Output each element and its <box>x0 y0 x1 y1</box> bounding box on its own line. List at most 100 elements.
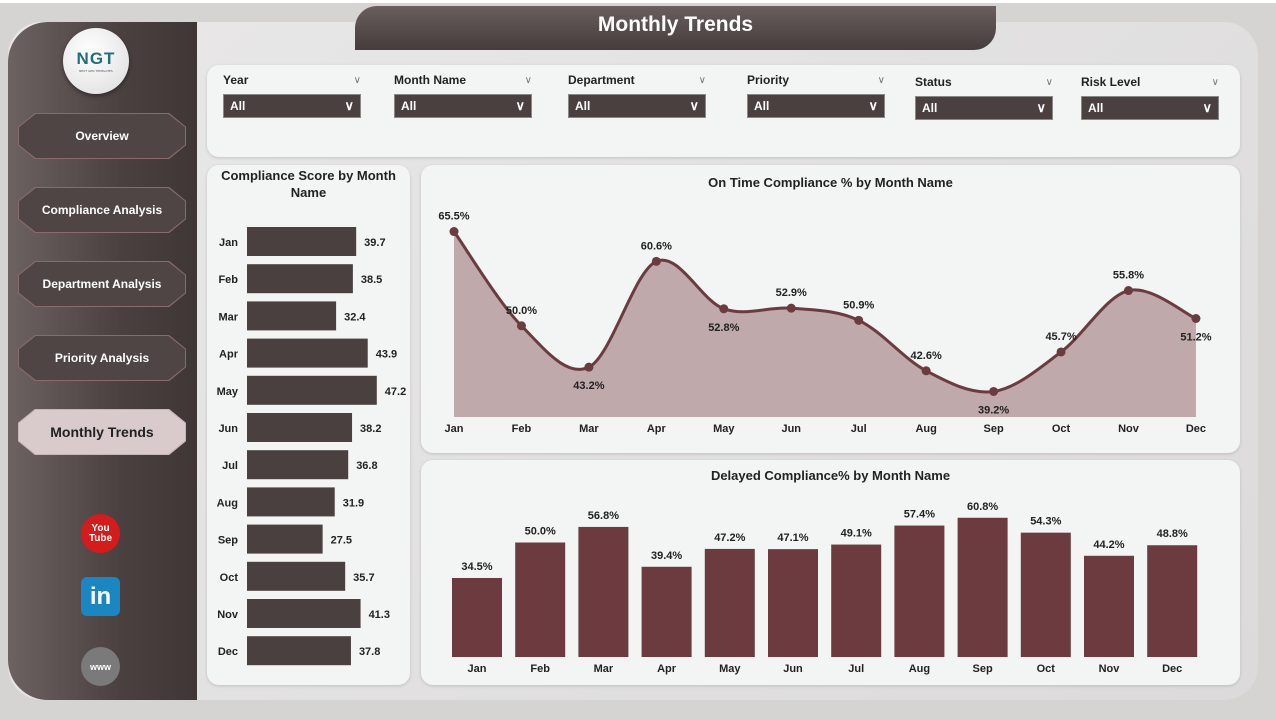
icon-text: You Tube <box>88 522 113 544</box>
data-label: 38.2 <box>360 423 381 435</box>
filter-label: Risk Level <box>1081 75 1141 89</box>
filter-department: Department ∨ All ∨ <box>568 71 706 118</box>
bar <box>247 227 357 256</box>
x-tick-label: Feb <box>512 423 532 435</box>
chevron-down-icon: ∨ <box>1036 100 1046 115</box>
category-label: Dec <box>218 646 238 658</box>
x-tick-label: Nov <box>1118 423 1140 435</box>
data-label: 41.3 <box>369 609 390 621</box>
chevron-down-icon[interactable]: ∨ <box>524 74 532 86</box>
filter-dropdown[interactable]: All ∨ <box>568 94 706 118</box>
bar <box>247 599 361 628</box>
chevron-down-icon[interactable]: ∨ <box>698 74 706 86</box>
data-point <box>786 303 796 313</box>
bar <box>247 450 349 480</box>
filter-dropdown[interactable]: All ∨ <box>223 94 361 118</box>
bar <box>768 549 818 657</box>
data-label: 47.2 <box>385 386 406 398</box>
x-tick-label: Nov <box>1099 663 1121 675</box>
data-point <box>1124 286 1133 296</box>
chevron-down-icon[interactable]: ∨ <box>353 74 361 86</box>
bar <box>515 542 566 657</box>
data-label: 57.4% <box>904 509 935 521</box>
data-label: 27.5 <box>331 535 352 547</box>
nav-label: Priority Analysis <box>19 336 185 380</box>
category-label: Jul <box>222 460 238 472</box>
bar <box>247 301 337 331</box>
category-label: Apr <box>219 349 239 361</box>
x-tick-label: May <box>719 663 741 675</box>
icon-text: www <box>89 661 111 672</box>
data-point <box>1056 347 1066 357</box>
data-label: 48.8% <box>1157 528 1188 540</box>
selected-value: All <box>401 99 417 113</box>
chevron-down-icon: ∨ <box>344 98 354 113</box>
bar <box>247 375 377 405</box>
x-tick-label: Oct <box>1037 663 1056 675</box>
chevron-down-icon[interactable]: ∨ <box>1045 76 1053 88</box>
filter-month-name: Month Name ∨ All ∨ <box>394 71 532 118</box>
hbar-chart: Jan 39.7 Feb 38.5 Mar 32.4 Apr 43.9 May 47.2 Jun 38… <box>217 227 406 666</box>
youtube-icon[interactable]: You Tube <box>81 514 120 553</box>
ngt-logo: NGT NEXT GEN TEMPLATES <box>63 28 129 94</box>
data-point <box>719 304 729 314</box>
x-tick-label: Jan <box>445 423 464 435</box>
chevron-down-icon: ∨ <box>868 98 878 113</box>
chart-title: On Time Compliance % by Month Name <box>708 175 953 190</box>
bar <box>831 544 882 657</box>
filter-dropdown[interactable]: All ∨ <box>1081 96 1219 120</box>
data-label: 56.8% <box>588 510 619 522</box>
data-label: 54.3% <box>1030 516 1061 528</box>
data-label: 44.2% <box>1093 539 1124 551</box>
chevron-down-icon: ∨ <box>515 98 525 113</box>
data-label: 34.5% <box>461 561 492 573</box>
category-label: Nov <box>217 609 239 621</box>
area-fill <box>454 231 1196 417</box>
nav-department-analysis-button[interactable]: Department Analysis <box>18 261 186 307</box>
chevron-down-icon[interactable]: ∨ <box>877 74 885 86</box>
bar <box>1147 545 1198 657</box>
bar <box>704 548 755 657</box>
data-point <box>651 256 661 266</box>
on-time-compliance-chart: On Time Compliance % by Month Name 65.5%… <box>421 165 1240 453</box>
data-label: 47.2% <box>714 532 745 544</box>
nav-overview-button[interactable]: Overview <box>18 113 186 159</box>
chevron-down-icon[interactable]: ∨ <box>1211 76 1219 88</box>
filter-label: Status <box>915 75 952 89</box>
nav-monthly-trends-button[interactable]: Monthly Trends <box>18 409 186 455</box>
selected-value: All <box>754 99 770 113</box>
nav-compliance-analysis-button[interactable]: Compliance Analysis <box>18 187 186 233</box>
x-tick-label: Apr <box>657 663 677 675</box>
data-label: 37.8 <box>359 646 380 658</box>
filter-label: Department <box>568 73 635 87</box>
bar <box>1020 532 1071 657</box>
data-label: 60.8% <box>967 501 998 513</box>
globe-icon[interactable]: www <box>81 647 120 686</box>
chevron-down-icon: ∨ <box>689 98 699 113</box>
chart-title: Delayed Compliance% by Month Name <box>710 468 951 483</box>
page-title: Monthly Trends <box>355 6 996 50</box>
x-tick-label: Feb <box>530 663 550 675</box>
compliance-score-chart: Compliance Score by Month Name Jan 39.7 Fe… <box>207 165 410 685</box>
filter-year: Year ∨ All ∨ <box>223 71 361 118</box>
data-label: 43.9 <box>376 349 397 361</box>
data-label: 50.0% <box>525 526 556 538</box>
filter-dropdown[interactable]: All ∨ <box>747 94 885 118</box>
data-label: 52.9% <box>776 287 807 299</box>
chart-title: Compliance Score by Month Name <box>221 168 396 200</box>
x-tick-label: Apr <box>647 423 667 435</box>
x-tick-label: Dec <box>1186 423 1206 435</box>
nav-label: Overview <box>19 114 185 158</box>
filter-label: Year <box>223 73 249 87</box>
category-label: Oct <box>220 572 239 584</box>
icon-text: in <box>89 582 112 610</box>
filter-dropdown[interactable]: All ∨ <box>915 96 1053 120</box>
logo-text: NGT <box>76 49 116 68</box>
nav-priority-analysis-button[interactable]: Priority Analysis <box>18 335 186 381</box>
linkedin-icon[interactable]: in <box>81 577 120 616</box>
data-point <box>921 366 931 376</box>
x-tick-label: Aug <box>915 423 936 435</box>
filter-dropdown[interactable]: All ∨ <box>394 94 532 118</box>
data-point <box>989 386 999 396</box>
data-label: 38.5 <box>361 274 382 286</box>
